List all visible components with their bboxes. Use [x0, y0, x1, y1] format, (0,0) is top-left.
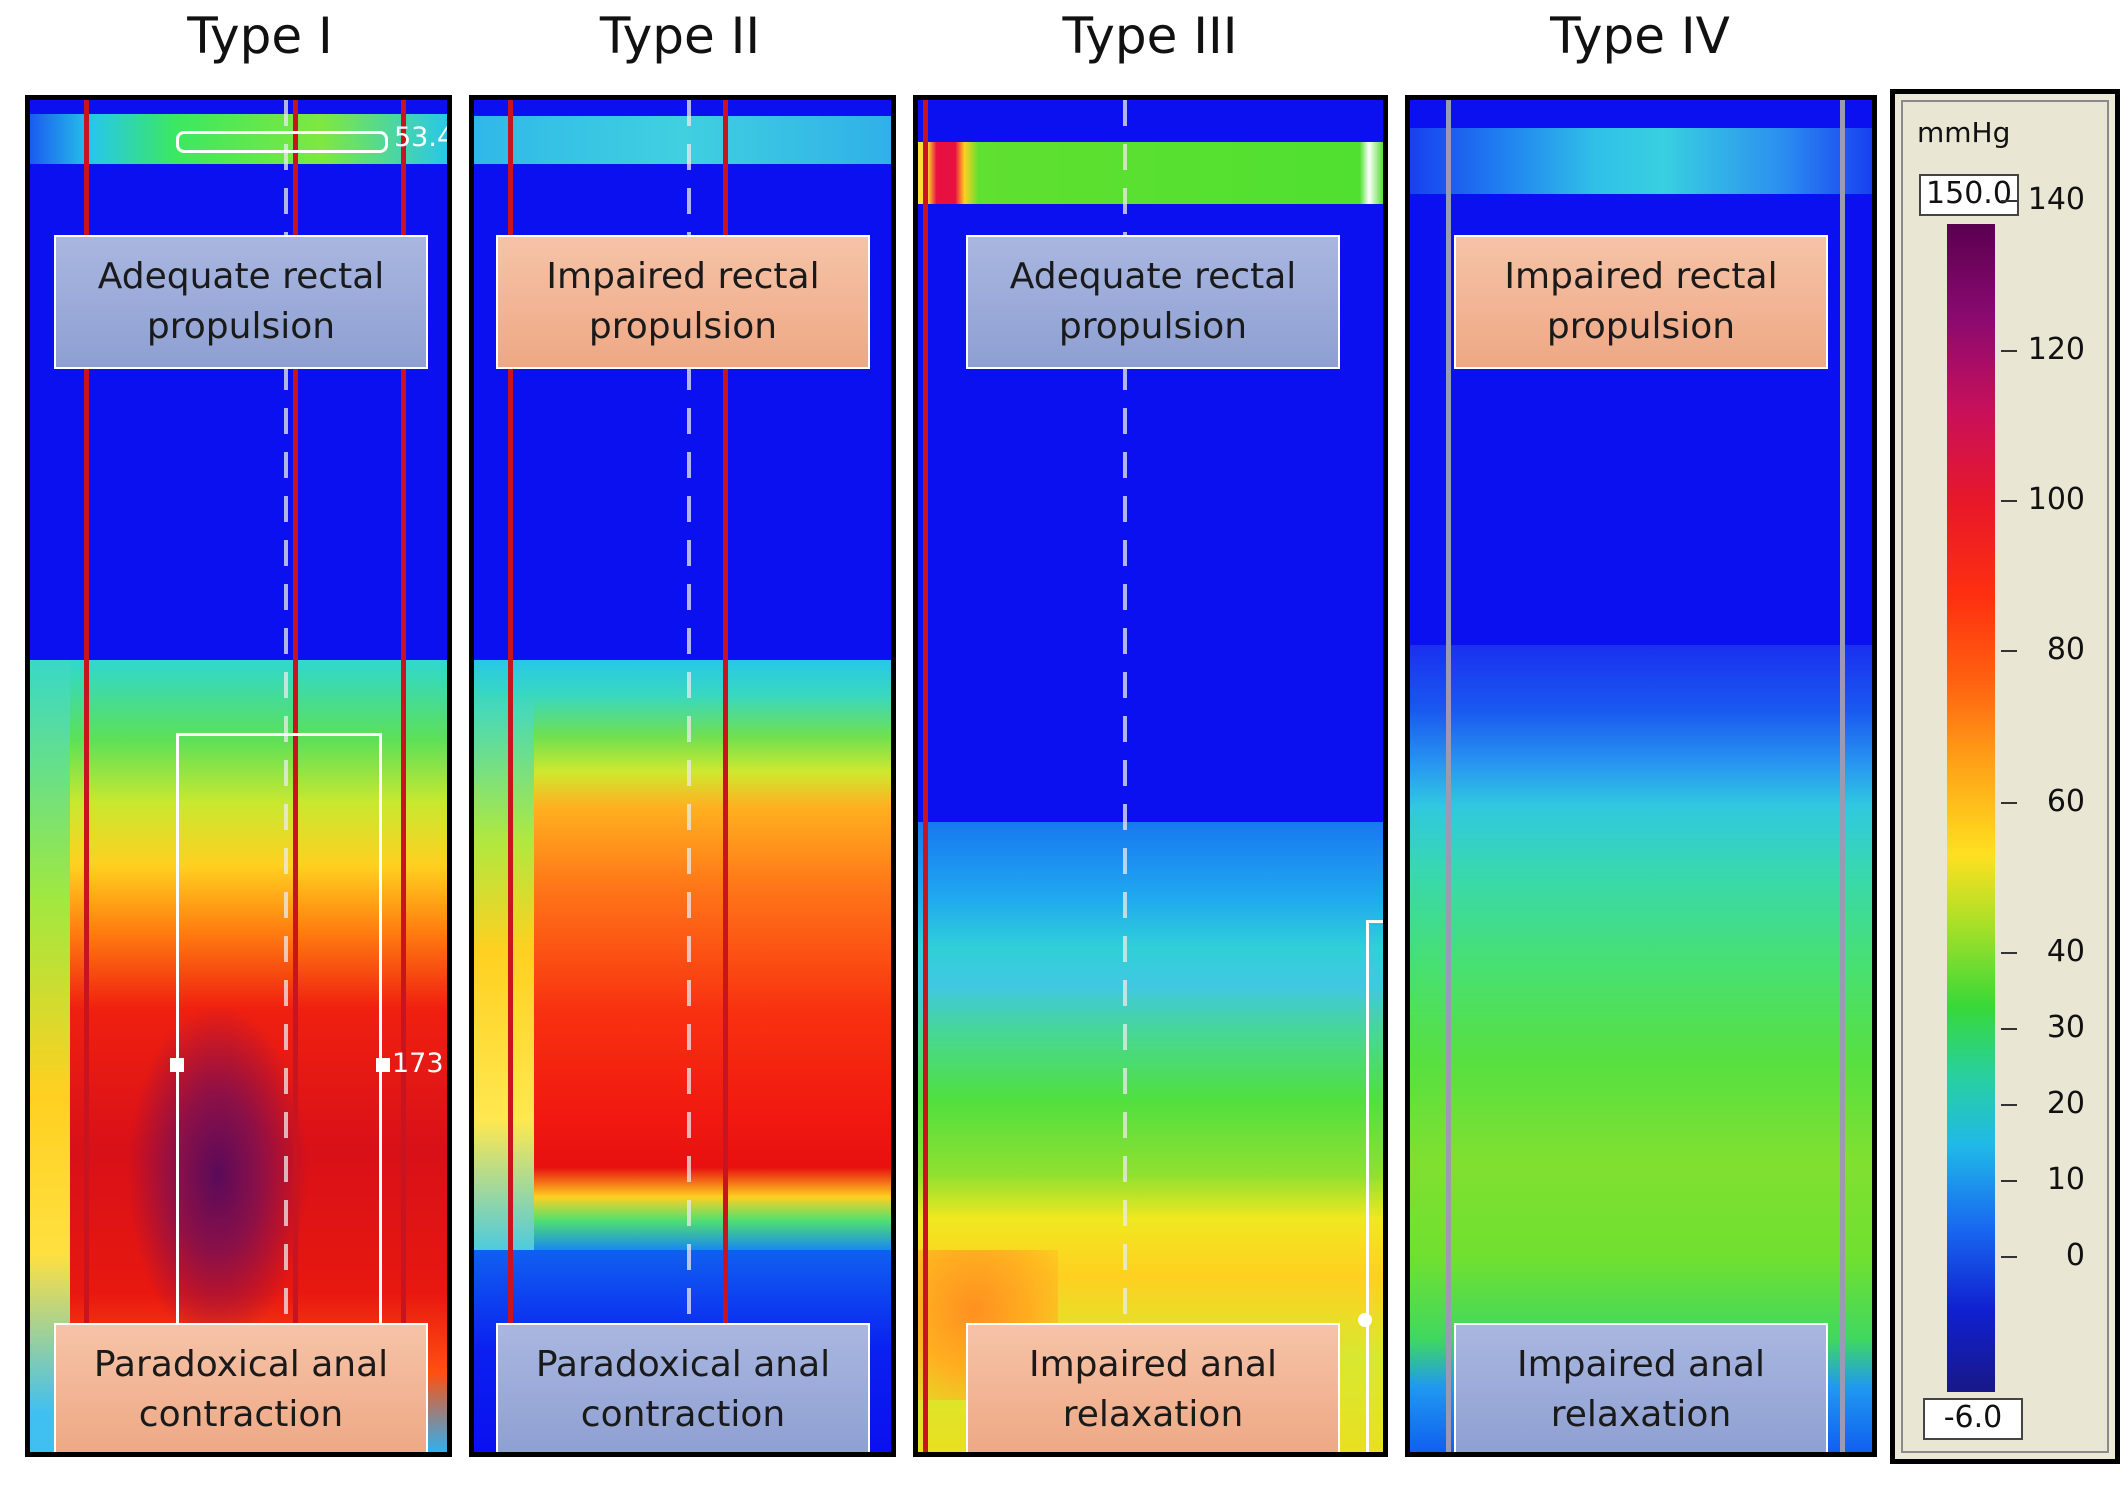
rectal-pressure-band	[30, 114, 447, 164]
measurement-box-right	[1366, 920, 1383, 1452]
bottom-label: Impaired anal relaxation	[1454, 1323, 1828, 1452]
anal-pressure-heatmap	[1410, 645, 1872, 1452]
colorbar-tick-label: 120	[2027, 332, 2085, 367]
colorbar-tick-label: 100	[2027, 482, 2085, 517]
panel-type-3: Adequate rectal propulsion Impaired anal…	[913, 95, 1388, 1457]
title-type-3: Type III	[1062, 7, 1238, 65]
colorbar-gradient	[1947, 224, 1995, 1392]
dashed-marker-line	[687, 100, 691, 1452]
colorbar-tick	[2001, 500, 2017, 502]
measurement-handle-right[interactable]	[376, 1058, 390, 1072]
colorbar-min-input[interactable]: -6.0	[1923, 1398, 2023, 1440]
red-marker-line	[723, 100, 728, 1452]
measurement-box-top	[176, 131, 388, 153]
red-marker-line	[923, 100, 928, 1452]
panel-type-2: Impaired rectal propulsion Paradoxical a…	[469, 95, 896, 1457]
anal-pressure-heatmap	[30, 660, 447, 1452]
red-marker-line	[293, 100, 298, 1452]
dashed-marker-line	[1123, 100, 1127, 1452]
anal-pressure-heatmap	[474, 660, 891, 1250]
title-type-2: Type II	[599, 7, 761, 65]
colorbar-inner: mmHg 150.0 -6.0 140 120 100 80 60 40 30 20 10 0	[1901, 100, 2109, 1453]
colorbar-max-input[interactable]: 150.0	[1919, 174, 2019, 216]
red-marker-line	[84, 100, 89, 1452]
colorbar-tick-label: 10	[2046, 1162, 2085, 1197]
colorbar-tick	[2001, 1104, 2017, 1106]
colorbar-tick-label: 80	[2046, 632, 2085, 667]
heatmap-left-edge	[474, 700, 534, 1260]
marker-value-top: 53.4	[394, 122, 452, 153]
red-marker-line	[401, 100, 406, 1452]
rectal-pressure-band	[1410, 128, 1872, 194]
top-label: Adequate rectal propulsion	[966, 235, 1340, 369]
colorbar-tick-label: 60	[2046, 784, 2085, 819]
measurement-box-main	[176, 733, 382, 1452]
panel-type-1: 53.4 173 Adequate rectal propulsion Para…	[25, 95, 452, 1457]
colorbar-tick	[2001, 802, 2017, 804]
gray-marker-line	[1446, 100, 1451, 1452]
title-type-1: Type I	[187, 7, 333, 65]
top-label: Impaired rectal propulsion	[496, 235, 870, 369]
panel-type-4: Impaired rectal propulsion Impaired anal…	[1405, 95, 1877, 1457]
colorbar-tick	[2001, 1256, 2017, 1258]
rectal-pressure-band	[474, 116, 891, 164]
bottom-label: Paradoxical anal contraction	[496, 1323, 870, 1452]
colorbar-tick	[2001, 200, 2017, 202]
rectal-pressure-band	[918, 142, 1383, 204]
measurement-handle[interactable]	[1358, 1313, 1372, 1327]
colorbar: mmHg 150.0 -6.0 140 120 100 80 60 40 30 20 10 0	[1890, 89, 2120, 1464]
colorbar-tick-label: 20	[2046, 1086, 2085, 1121]
colorbar-tick	[2001, 952, 2017, 954]
dashed-marker-line	[284, 100, 288, 1452]
colorbar-unit: mmHg	[1917, 116, 2011, 149]
heatmap-left-edge	[30, 660, 70, 1452]
colorbar-tick	[2001, 350, 2017, 352]
top-label: Adequate rectal propulsion	[54, 235, 428, 369]
marker-value-mid: 173	[392, 1048, 444, 1079]
bottom-label: Impaired anal relaxation	[966, 1323, 1340, 1452]
colorbar-tick-label: 30	[2046, 1010, 2085, 1045]
gray-marker-line	[1840, 100, 1845, 1452]
colorbar-tick-label: 40	[2046, 934, 2085, 969]
colorbar-tick	[2001, 650, 2017, 652]
bottom-label: Paradoxical anal contraction	[54, 1323, 428, 1452]
colorbar-tick	[2001, 1180, 2017, 1182]
title-type-4: Type IV	[1550, 7, 1730, 65]
colorbar-tick-label: 140	[2027, 182, 2085, 217]
red-marker-line	[508, 100, 513, 1452]
colorbar-tick-label: 0	[2065, 1238, 2085, 1273]
top-label: Impaired rectal propulsion	[1454, 235, 1828, 369]
colorbar-tick	[2001, 1028, 2017, 1030]
measurement-handle-left[interactable]	[170, 1058, 184, 1072]
